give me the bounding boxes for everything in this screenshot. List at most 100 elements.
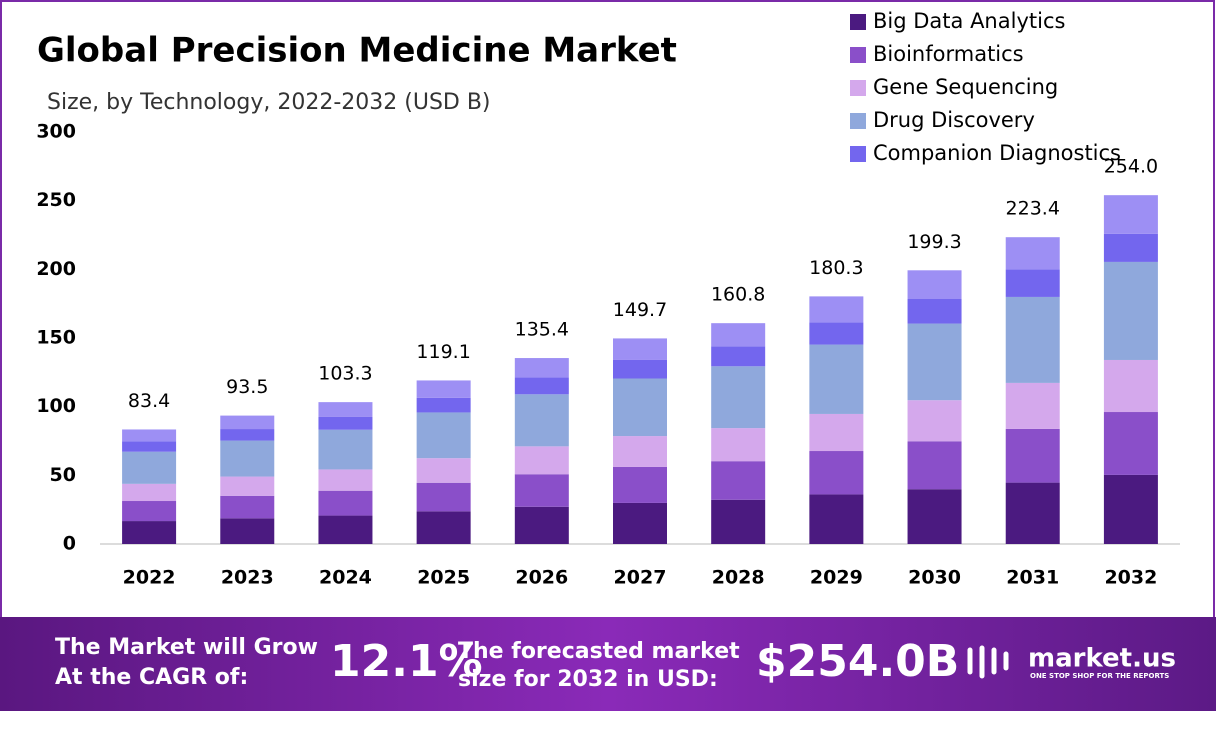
logo	[967, 645, 1009, 679]
bar-segment	[1005, 482, 1060, 544]
bar-segment	[809, 322, 864, 345]
bar-segment	[1103, 412, 1158, 475]
total-label: 223.4	[1006, 198, 1060, 220]
footer-text: The forecasted market	[458, 639, 740, 664]
bar-segment	[514, 474, 569, 507]
legend-swatch	[850, 80, 866, 96]
bar-segment	[122, 429, 177, 442]
bar-segment	[416, 458, 471, 483]
bar-segment	[711, 499, 766, 544]
bar-segment	[416, 397, 471, 413]
x-tick-label: 2022	[123, 567, 176, 589]
bar-segment	[711, 323, 766, 347]
y-tick-label: 300	[36, 121, 76, 143]
x-tick-label: 2029	[810, 567, 863, 589]
bar-segment	[318, 490, 373, 516]
total-label: 180.3	[809, 257, 863, 279]
bar-segment	[809, 296, 864, 323]
bar-segment	[514, 358, 569, 378]
x-tick-label: 2032	[1104, 567, 1157, 589]
bar-segment	[514, 394, 569, 447]
bar-segment	[613, 378, 667, 437]
bar-segment	[613, 338, 667, 360]
bar-segment	[907, 441, 962, 490]
footer-text: At the CAGR of:	[55, 665, 248, 690]
bar-segment	[416, 380, 471, 398]
total-label: 149.7	[613, 299, 667, 321]
bar-segment	[220, 429, 275, 441]
y-tick-label: 50	[50, 464, 76, 486]
legend-swatch	[850, 146, 866, 162]
chart-title: Global Precision Medicine Market	[37, 31, 677, 71]
total-label: 160.8	[711, 284, 765, 306]
bar-segment	[220, 415, 275, 430]
y-tick-label: 150	[36, 327, 76, 349]
footer-value: $254.0B	[756, 636, 959, 687]
plot: 0 50 100 150 200 250 300 2022 83.4 2023 93.5 2024 10…	[36, 9, 1180, 589]
bar-segment	[416, 511, 471, 544]
bar-segment	[907, 323, 962, 401]
bar-segment	[711, 366, 766, 429]
legend-label: Companion Diagnostics	[873, 141, 1121, 165]
bar-segment	[122, 483, 177, 502]
total-label: 103.3	[318, 363, 372, 385]
bar-segment	[1005, 269, 1060, 297]
y-tick-label: 100	[36, 395, 76, 417]
legend-label: Big Data Analytics	[873, 9, 1065, 33]
bar-segment	[318, 469, 373, 491]
bar-segment	[809, 344, 864, 414]
bar-segment	[907, 270, 962, 299]
bar-segment	[318, 402, 373, 417]
bar-segment	[613, 502, 667, 544]
bar-segment	[514, 446, 569, 475]
bar-segment	[613, 359, 667, 379]
bar-segment	[711, 428, 766, 462]
total-label: 199.3	[907, 231, 961, 253]
total-label: 254.0	[1104, 156, 1158, 178]
bar-segment	[809, 451, 864, 495]
bar-segment	[1103, 195, 1158, 234]
bar-segment	[122, 501, 177, 522]
legend-swatch	[850, 113, 866, 129]
total-label: 83.4	[128, 390, 170, 412]
x-tick-label: 2027	[614, 567, 667, 589]
bar-segment	[711, 461, 766, 500]
bar-segment	[122, 441, 177, 452]
x-tick-label: 2025	[417, 567, 470, 589]
x-tick-label: 2028	[712, 567, 765, 589]
bar-segment	[514, 506, 569, 544]
bar-segment	[1005, 296, 1060, 383]
bar-segment	[220, 476, 275, 496]
legend-swatch	[850, 47, 866, 63]
bar-segment	[907, 400, 962, 442]
brand: market.us	[1028, 644, 1176, 674]
footer-value: 12.1%	[330, 636, 483, 687]
bar-segment	[220, 495, 275, 519]
bar-segment	[318, 429, 373, 470]
bar-segment	[711, 346, 766, 367]
footer-text: size for 2032 in USD:	[458, 667, 718, 692]
bar-segment	[220, 440, 275, 477]
bar-segment	[1103, 359, 1158, 413]
chart-subtitle: Size, by Technology, 2022-2032 (USD B)	[47, 90, 491, 115]
bar-segment	[613, 436, 667, 467]
y-tick-label: 200	[36, 258, 76, 280]
x-tick-label: 2030	[908, 567, 961, 589]
legend-label: Gene Sequencing	[873, 75, 1058, 99]
bar-segment	[220, 518, 275, 544]
bar-segment	[907, 489, 962, 544]
bar-segment	[613, 466, 667, 503]
bar-segment	[1005, 428, 1060, 483]
bar-segment	[318, 515, 373, 544]
bar-segment	[122, 451, 177, 484]
total-label: 135.4	[515, 319, 569, 341]
legend-label: Bioinformatics	[873, 42, 1024, 66]
bar-segment	[416, 412, 471, 459]
bar-segment	[1005, 237, 1060, 270]
bar-segment	[907, 298, 962, 324]
footer: The Market will Grow At the CAGR of: 12.…	[55, 635, 1176, 692]
bar-segment	[122, 521, 177, 544]
y-tick-label: 0	[63, 533, 76, 555]
x-tick-label: 2026	[515, 567, 568, 589]
